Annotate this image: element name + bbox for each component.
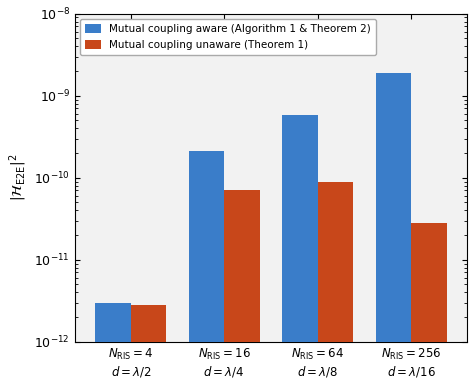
Y-axis label: $|\mathcal{H}_{\mathrm{E2E}}|^2$: $|\mathcal{H}_{\mathrm{E2E}}|^2$	[7, 154, 28, 201]
Bar	[411, 223, 447, 386]
Legend: Mutual coupling aware (Algorithm 1 & Theorem 2), Mutual coupling unaware (Theore: Mutual coupling aware (Algorithm 1 & The…	[80, 19, 376, 55]
Bar	[95, 303, 131, 386]
Bar	[282, 115, 318, 386]
Bar	[375, 73, 411, 386]
Bar	[131, 305, 166, 386]
Bar	[224, 190, 260, 386]
Bar	[189, 151, 224, 386]
Bar	[318, 181, 353, 386]
